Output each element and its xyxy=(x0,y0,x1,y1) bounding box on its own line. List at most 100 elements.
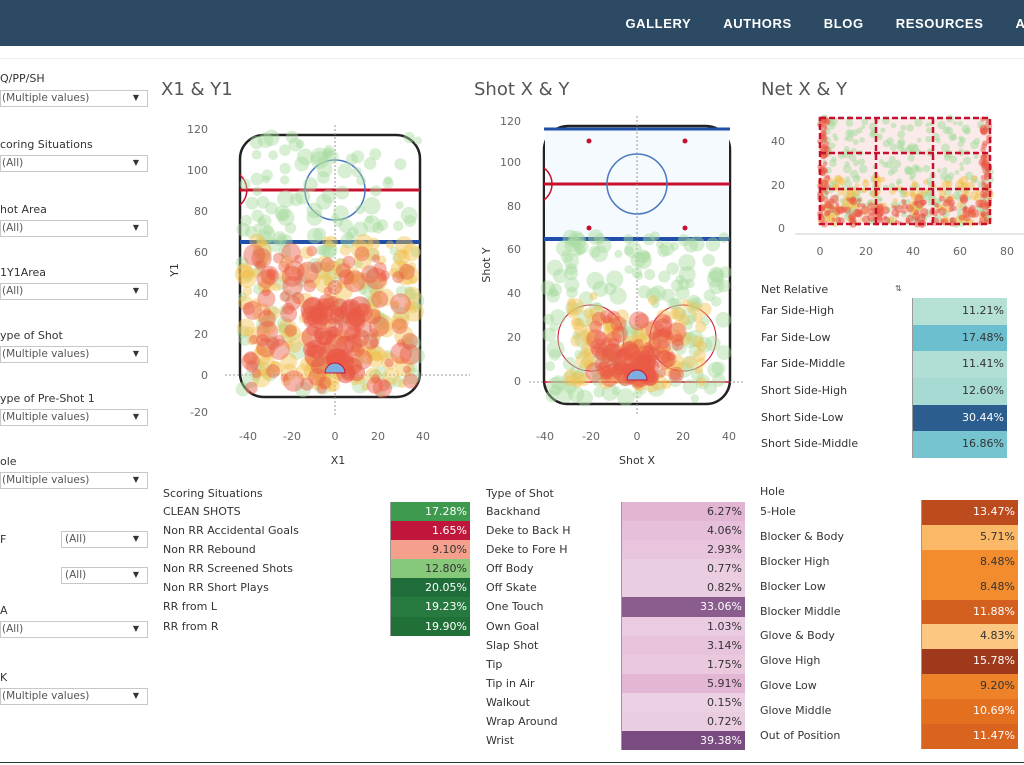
heat-blob xyxy=(298,263,311,276)
heat-blob xyxy=(601,384,619,401)
hole-row[interactable]: Blocker & Body 5.71% xyxy=(756,524,1018,550)
shot-type-row[interactable]: Off Skate 0.82% xyxy=(482,578,745,598)
shot-type-row[interactable]: Wrist 39.38% xyxy=(482,731,745,751)
heat-blob xyxy=(850,198,858,206)
filter-label-a: A xyxy=(0,604,8,617)
nav-resources[interactable]: RESOURCES xyxy=(895,15,984,31)
heat-blob xyxy=(268,150,278,160)
hole-row[interactable]: Glove & Body 4.83% xyxy=(756,624,1018,650)
dropdown-value: (Multiple values) xyxy=(2,92,90,104)
heat-blob xyxy=(393,306,410,324)
shot-type-row[interactable]: Deke to Fore H 2.93% xyxy=(482,540,745,560)
heat-blob xyxy=(981,180,986,186)
scoring-situation-row[interactable]: Non RR Short Plays 20.05% xyxy=(159,578,470,598)
heat-blob xyxy=(614,322,623,331)
scoring-situation-row[interactable]: Non RR Accidental Goals 1.65% xyxy=(159,521,470,541)
hole-row[interactable]: Glove High 15.78% xyxy=(756,649,1018,675)
shot-type-row[interactable]: Deke to Back H 4.06% xyxy=(482,521,745,541)
heat-blob xyxy=(307,257,323,273)
heat-blob xyxy=(667,297,680,310)
scoring-situation-row[interactable]: CLEAN SHOTS 17.28% xyxy=(159,502,470,522)
rink-shot xyxy=(529,116,744,416)
filter-dropdown-f2[interactable]: (All) ▼ xyxy=(61,567,148,584)
scoring-situation-row[interactable]: Non RR Rebound 9.10% xyxy=(159,540,470,560)
hole-row[interactable]: Glove Middle 10.69% xyxy=(756,699,1018,725)
filter-dropdown-k[interactable]: (Multiple values) ▼ xyxy=(0,688,148,705)
hole-row[interactable]: Out of Position 11.47% xyxy=(756,724,1018,749)
x1y1-heatmap-chart[interactable]: 120 100 80 60 40 20 0 -20 Y1 -40 -20 0 2… xyxy=(160,110,470,470)
net-relative-row[interactable]: Far Side-High 11.21% xyxy=(757,298,1007,325)
heat-blob xyxy=(238,333,251,346)
heat-blob xyxy=(589,292,598,301)
heat-blob xyxy=(669,354,685,370)
heat-blob xyxy=(325,235,338,248)
heat-blob xyxy=(957,120,963,127)
scoring-situation-row[interactable]: Non RR Screened Shots 12.80% xyxy=(159,559,470,579)
shot-type-row[interactable]: Tip 1.75% xyxy=(482,654,745,674)
shot-type-row[interactable]: Tip in Air 5.91% xyxy=(482,673,745,693)
hole-row[interactable]: Blocker High 8.48% xyxy=(756,549,1018,575)
net-relative-row[interactable]: Far Side-Low 17.48% xyxy=(757,324,1007,352)
hole-row[interactable]: Blocker Middle 11.88% xyxy=(756,599,1018,625)
heat-blob xyxy=(245,360,258,373)
shot-type-row[interactable]: Own Goal 1.03% xyxy=(482,616,745,636)
filter-dropdown-ev-pp-sh[interactable]: (Multiple values) ▼ xyxy=(0,90,148,107)
shot-type-row[interactable]: Off Body 0.77% xyxy=(482,559,745,579)
shot-type-row[interactable]: Backhand 6.27% xyxy=(482,502,745,522)
filter-dropdown-scoring-situations[interactable]: (All) ▼ xyxy=(0,155,148,172)
heat-blob xyxy=(344,334,363,353)
nav-act[interactable]: ACT xyxy=(1015,15,1024,31)
hole-row[interactable]: 5-Hole 13.47% xyxy=(756,500,1018,525)
heat-blob xyxy=(585,313,603,331)
sort-icon[interactable]: ⇅ xyxy=(895,284,902,293)
row-value: 20.05% xyxy=(391,578,470,598)
heat-blob xyxy=(568,230,585,247)
hole-row[interactable]: Blocker Low 8.48% xyxy=(756,574,1018,600)
nav-blog[interactable]: BLOG xyxy=(823,15,864,31)
heat-blob xyxy=(383,377,396,390)
heat-blob xyxy=(708,278,725,295)
heat-blob xyxy=(648,332,657,341)
hole-row[interactable]: Glove Low 9.20% xyxy=(756,674,1018,700)
heat-blob xyxy=(278,305,289,316)
nav-authors[interactable]: AUTHORS xyxy=(723,15,792,31)
heat-blob xyxy=(273,252,284,264)
heat-blob xyxy=(384,176,393,185)
filter-dropdown-a[interactable]: (All) ▼ xyxy=(0,621,148,638)
heat-blob xyxy=(343,270,366,293)
net-relative-row[interactable]: Far Side-Middle 11.41% xyxy=(757,351,1007,379)
filter-dropdown-f[interactable]: (All) ▼ xyxy=(61,531,148,548)
net-relative-row[interactable]: Short Side-Low 30.44% xyxy=(757,404,1007,432)
heat-blob xyxy=(560,250,574,263)
heat-blob xyxy=(256,365,267,377)
heat-blob xyxy=(666,334,676,344)
heat-blob xyxy=(958,214,965,221)
shot-type-row[interactable]: One Touch 33.06% xyxy=(482,597,745,617)
shot-type-row[interactable]: Slap Shot 3.14% xyxy=(482,635,745,655)
net-relative-row[interactable]: Short Side-High 12.60% xyxy=(757,378,1007,405)
filter-dropdown-shot-area[interactable]: (All) ▼ xyxy=(0,220,148,237)
filter-dropdown-type-of-shot[interactable]: (Multiple values) ▼ xyxy=(0,346,148,363)
scoring-situation-row[interactable]: RR from L 19.23% xyxy=(159,597,470,617)
heat-blob xyxy=(380,352,399,370)
heat-blob xyxy=(285,130,299,144)
nav-gallery[interactable]: GALLERY xyxy=(625,15,692,31)
heat-blob xyxy=(296,261,319,284)
filter-dropdown-pre-shot[interactable]: (Multiple values) ▼ xyxy=(0,409,148,426)
net-relative-row[interactable]: Short Side-Middle 16.86% xyxy=(757,431,1007,459)
filter-dropdown-hole[interactable]: (Multiple values) ▼ xyxy=(0,472,148,489)
shot-type-row[interactable]: Walkout 0.15% xyxy=(482,692,745,713)
heat-blob xyxy=(985,118,990,124)
scoring-situation-row[interactable]: RR from R 19.90% xyxy=(159,616,470,636)
heat-blob xyxy=(261,269,276,284)
shot-xy-heatmap-chart[interactable]: 120 100 80 60 40 20 0 Shot Y -40 -20 0 2… xyxy=(476,110,756,470)
row-value: 30.44% xyxy=(912,404,1007,432)
filter-dropdown-x1y1area[interactable]: (All) ▼ xyxy=(0,283,148,300)
heat-blob xyxy=(404,367,421,385)
heat-blob xyxy=(306,209,323,226)
table-body: Far Side-High 11.21% Far Side-Low 17.48% Far… xyxy=(757,298,1007,459)
net-xy-chart[interactable]: 40 20 0 0 20 40 60 80 xyxy=(760,112,1024,262)
heat-blob xyxy=(255,260,266,271)
shot-type-row[interactable]: Wrap Around 0.72% xyxy=(482,712,745,732)
heat-blob xyxy=(905,204,914,213)
